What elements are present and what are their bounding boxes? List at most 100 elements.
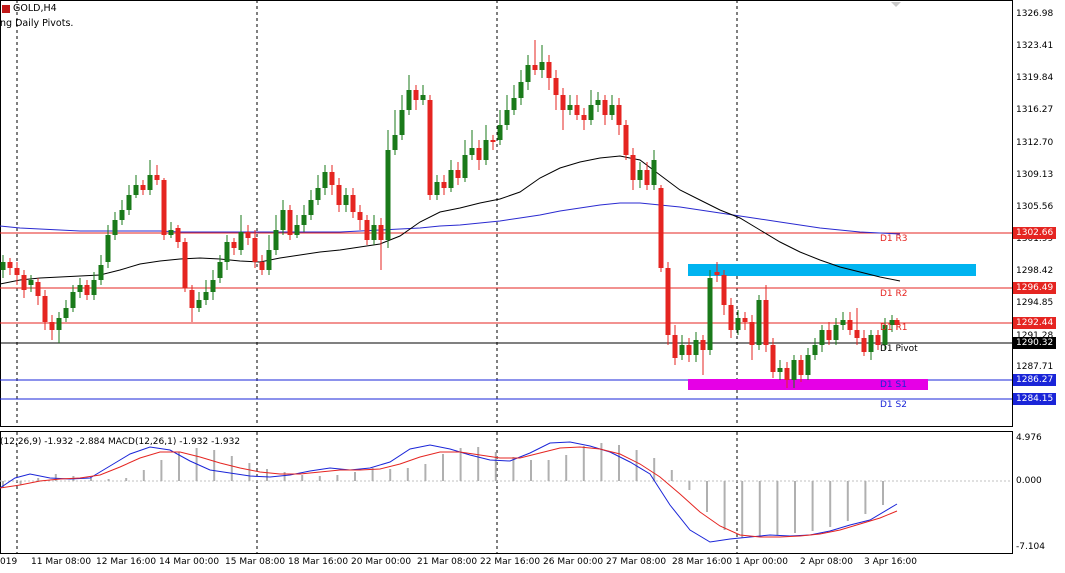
- time-label: 11 Mar 08:00: [31, 557, 92, 567]
- price-tag-r3: 1302.66: [1013, 227, 1057, 239]
- candle-body: [56, 318, 62, 330]
- price-tick: 1323.41: [1016, 41, 1054, 51]
- macd-scale-zero: 0.000: [1016, 476, 1042, 486]
- macd-panel-border: [0, 431, 1013, 554]
- candle-body: [126, 195, 132, 210]
- price-tick: 1305.56: [1016, 202, 1054, 212]
- candle-body: [693, 340, 699, 355]
- candle-body: [658, 188, 664, 268]
- candle-body: [273, 230, 279, 250]
- candle-body: [441, 182, 447, 188]
- candle-body: [259, 262, 265, 270]
- price-tick: 1326.98: [1016, 9, 1054, 19]
- price-tick: 1287.71: [1016, 362, 1054, 372]
- candle-body: [490, 140, 496, 142]
- price-tick: 1294.85: [1016, 298, 1054, 308]
- time-label: 27 Mar 08:00: [606, 557, 667, 567]
- candle-body: [406, 90, 412, 110]
- candle-body: [812, 345, 818, 355]
- price-tick: 1298.42: [1016, 266, 1054, 276]
- candle-body: [28, 280, 34, 285]
- time-label: 3 Apr 16:00: [864, 557, 917, 567]
- candle-body: [875, 335, 881, 345]
- candle-body: [203, 292, 209, 300]
- candle-body: [735, 318, 741, 330]
- candle-body: [0, 262, 6, 270]
- slow-ma-line: [0, 202, 901, 235]
- candle-body: [504, 110, 510, 125]
- candle-body: [140, 185, 146, 190]
- candle-body: [861, 338, 867, 352]
- candlestick-series: [0, 40, 900, 388]
- candle-body: [518, 82, 524, 98]
- candle-body: [588, 105, 594, 120]
- time-label: 26 Mar 00:00: [543, 557, 604, 567]
- price-tag-s2: 1284.15: [1013, 393, 1057, 405]
- candle-body: [602, 100, 608, 115]
- candle-body: [70, 292, 76, 308]
- candle-body: [350, 195, 356, 212]
- candle-body: [826, 330, 832, 340]
- macd-histogram: [2, 443, 884, 538]
- candle-body: [42, 296, 48, 322]
- scroll-marker-icon[interactable]: [891, 2, 901, 7]
- time-label: 14 Mar 00:00: [159, 557, 220, 567]
- candle-body: [595, 100, 601, 105]
- candle-body: [196, 300, 202, 308]
- candle-body: [497, 125, 503, 140]
- candle-body: [763, 300, 769, 345]
- candle-body: [840, 320, 846, 325]
- time-label: 2 Apr 08:00: [800, 557, 853, 567]
- candle-body: [245, 232, 251, 238]
- candle-body: [854, 330, 860, 338]
- candle-body: [266, 250, 272, 270]
- candle-body: [756, 300, 762, 345]
- candle-body: [894, 320, 900, 325]
- time-label: 20 Mar 00:00: [351, 557, 412, 567]
- candle-body: [182, 242, 188, 288]
- candle-body: [749, 322, 755, 345]
- candle-body: [777, 368, 783, 372]
- candle-body: [448, 170, 454, 188]
- macd-scale-max: 4.976: [1016, 433, 1042, 443]
- candle-body: [630, 155, 636, 180]
- candle-body: [546, 62, 552, 78]
- indicator-name: ng Daily Pivots.: [0, 18, 74, 29]
- resistance-zone[interactable]: [688, 264, 976, 276]
- candle-body: [623, 125, 629, 155]
- price-tick: 1309.13: [1016, 170, 1054, 180]
- candle-body: [413, 90, 419, 100]
- candle-body: [609, 105, 615, 115]
- candle-body: [189, 290, 195, 308]
- candle-body: [637, 170, 643, 180]
- candle-body: [84, 285, 90, 295]
- candle-body: [469, 148, 475, 155]
- candle-body: [784, 368, 790, 380]
- candle-body: [175, 228, 181, 242]
- candle-body: [819, 330, 825, 345]
- support-zone[interactable]: [688, 379, 928, 390]
- candle-body: [714, 272, 720, 275]
- chart-symbol-title: GOLD,H4: [13, 3, 57, 14]
- time-label: 1 Apr 00:00: [735, 557, 788, 567]
- time-label: 019: [0, 557, 18, 567]
- candle-body: [672, 335, 678, 358]
- candle-body: [294, 225, 300, 235]
- time-label: 28 Mar 16:00: [672, 557, 733, 567]
- candle-body: [868, 335, 874, 352]
- time-label: 12 Mar 16:00: [96, 557, 157, 567]
- pivot-label-r1: D1 R1: [880, 323, 908, 333]
- candle-body: [147, 175, 153, 190]
- candle-body: [742, 318, 748, 322]
- candle-body: [98, 265, 104, 280]
- candle-body: [364, 220, 370, 240]
- candle-body: [532, 65, 538, 70]
- time-label: 15 Mar 08:00: [225, 557, 286, 567]
- candle-body: [378, 225, 384, 240]
- candle-body: [371, 225, 377, 240]
- candle-body: [322, 172, 328, 188]
- candle-body: [420, 95, 426, 100]
- time-label: 21 Mar 08:00: [417, 557, 478, 567]
- candle-body: [168, 230, 174, 235]
